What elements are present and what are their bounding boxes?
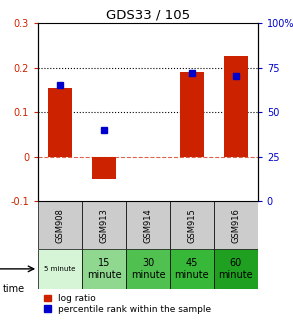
Text: GSM914: GSM914 [144,208,152,243]
Bar [92,157,116,179]
Bar [126,201,170,249]
Text: GSM916: GSM916 [231,208,240,243]
Text: 15
minute: 15 minute [87,258,121,280]
Bar [180,72,204,157]
Text: 60
minute: 60 minute [219,258,253,280]
Text: 5 minute: 5 minute [44,266,76,272]
Bar [38,249,82,289]
Bar [224,56,248,157]
Bar [170,249,214,289]
Text: GSM908: GSM908 [56,208,64,243]
Bar [126,249,170,289]
Bar [170,201,214,249]
Text: 30
minute: 30 minute [131,258,165,280]
Text: time: time [3,284,25,294]
Bar [82,249,126,289]
Title: GDS33 / 105: GDS33 / 105 [106,9,190,22]
Bar [38,201,82,249]
Text: GSM913: GSM913 [100,208,108,243]
Bar [214,201,258,249]
Text: GSM915: GSM915 [188,208,196,243]
Legend: log ratio, percentile rank within the sample: log ratio, percentile rank within the sa… [42,293,212,315]
Text: 45
minute: 45 minute [175,258,209,280]
Bar [48,88,72,157]
Bar [214,249,258,289]
Bar [82,201,126,249]
